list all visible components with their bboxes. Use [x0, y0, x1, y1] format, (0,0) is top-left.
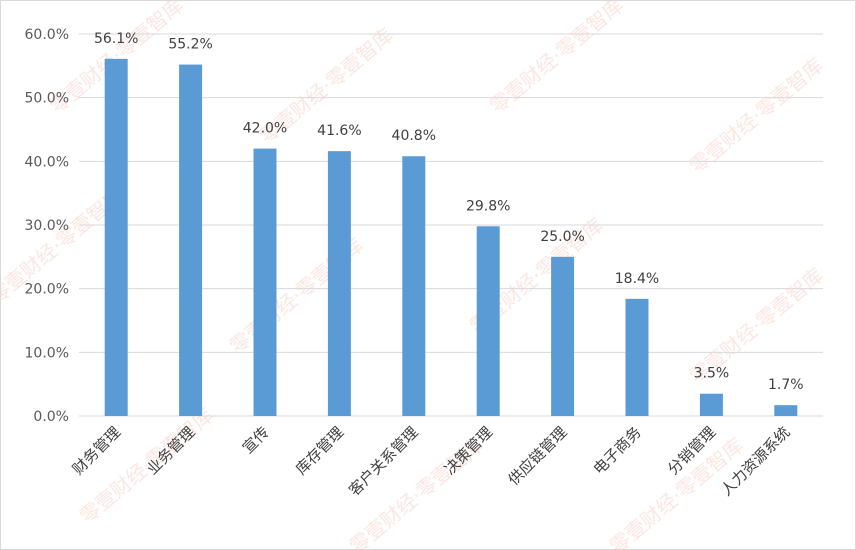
- gridlines: [79, 33, 823, 417]
- data-label: 25.0%: [540, 229, 584, 245]
- bars: [104, 58, 798, 417]
- data-labels: 56.1% 55.2% 42.0% 41.6% 40.8% 29.8% 25.0% 18.4%…: [94, 31, 804, 393]
- watermark-text: 零壹财经·零壹智库: [685, 53, 828, 178]
- bar: [104, 58, 128, 417]
- x-category-label: 电子商务: [590, 423, 645, 478]
- y-tick-label: 10.0%: [25, 345, 69, 361]
- y-tick-label: 0.0%: [33, 409, 69, 425]
- bar: [253, 148, 277, 416]
- bar: [476, 226, 500, 416]
- bar: [551, 256, 575, 416]
- data-label: 1.7%: [768, 377, 804, 393]
- y-tick-label: 60.0%: [25, 27, 69, 43]
- watermark-text: 零壹财经·零壹智库: [485, 1, 628, 118]
- data-label: 40.8%: [392, 128, 436, 144]
- data-label: 56.1%: [94, 31, 138, 47]
- bar: [327, 151, 351, 416]
- bar: [774, 405, 798, 416]
- y-tick-label: 20.0%: [25, 282, 69, 298]
- bar: [625, 298, 649, 416]
- data-label: 41.6%: [317, 123, 361, 139]
- data-label: 18.4%: [615, 271, 659, 287]
- data-label: 3.5%: [694, 366, 730, 382]
- y-axis-ticks: 0.0% 10.0% 20.0% 30.0% 40.0% 50.0% 60.0%: [25, 27, 69, 425]
- data-label: 55.2%: [168, 37, 212, 53]
- bar: [402, 156, 426, 417]
- data-label: 42.0%: [243, 121, 287, 137]
- data-label: 29.8%: [466, 198, 510, 214]
- x-category-label: 财务管理: [69, 423, 124, 478]
- x-category-label: 宣传: [239, 423, 273, 457]
- bar: [179, 64, 203, 416]
- bar: [699, 393, 723, 416]
- y-tick-label: 40.0%: [25, 154, 69, 170]
- x-category-label: 供应链管理: [505, 423, 571, 489]
- y-tick-label: 30.0%: [25, 218, 69, 234]
- x-category-label: 库存管理: [292, 423, 347, 478]
- x-category-label: 决策管理: [441, 423, 496, 478]
- y-tick-label: 50.0%: [25, 91, 69, 107]
